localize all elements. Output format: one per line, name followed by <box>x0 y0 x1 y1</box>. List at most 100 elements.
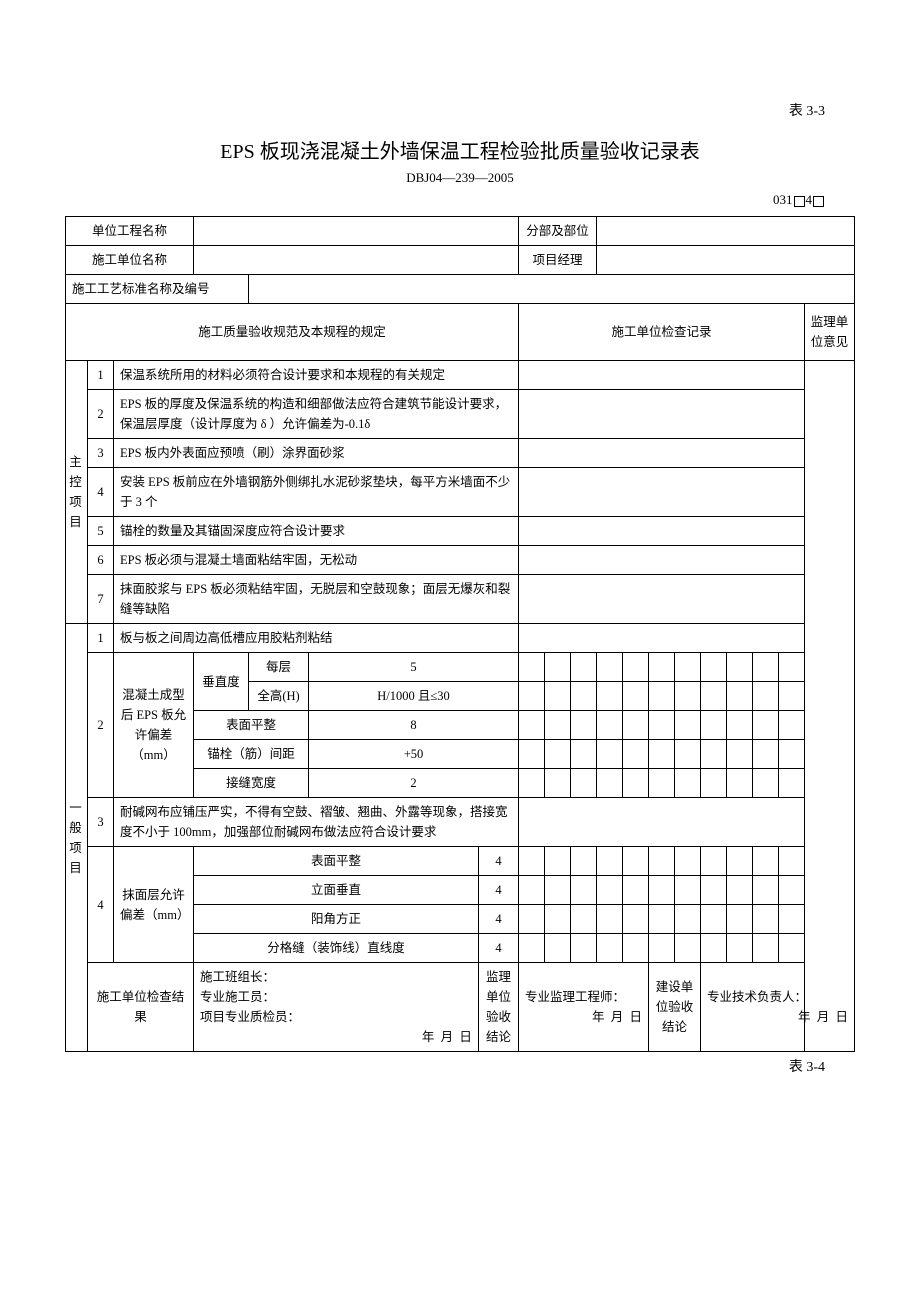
gen4-r3-val: 4 <box>478 934 518 963</box>
gen2-r3c3 <box>571 711 597 740</box>
gen4-r1c7 <box>675 876 701 905</box>
mc-rec-6 <box>519 546 805 575</box>
gen2-r1c7 <box>675 653 701 682</box>
document-code: 0314 <box>65 192 855 208</box>
gen4-r2c4 <box>597 905 623 934</box>
gen4-r1c4 <box>597 876 623 905</box>
mc-rec-7 <box>519 575 805 624</box>
gen2-r5c1 <box>519 769 545 798</box>
footer-supervision-signatures: 专业监理工程师： 年 月 日 <box>519 963 649 1052</box>
gen4-r1c3 <box>571 876 597 905</box>
footer-construction-signatures: 施工班组长： 专业施工员： 项目专业质检员： 年 月 日 <box>194 963 479 1052</box>
footer-date-1: 年 月 日 <box>200 1027 472 1047</box>
mc-rec-5 <box>519 517 805 546</box>
gen2-r2c9 <box>727 682 753 711</box>
mc-num-6: 6 <box>88 546 114 575</box>
process-standard-label: 施工工艺标准名称及编号 <box>66 275 249 304</box>
supervisor-opinion-cell <box>805 361 855 1052</box>
gen2-r5c6 <box>649 769 675 798</box>
gen4-r3c3 <box>571 934 597 963</box>
gen2-r1c11 <box>779 653 805 682</box>
mc-num-2: 2 <box>88 390 114 439</box>
gen2-verticality-label: 垂直度 <box>194 653 249 711</box>
gen2-r5c8 <box>701 769 727 798</box>
mc-num-7: 7 <box>88 575 114 624</box>
gen2-r1c3 <box>571 653 597 682</box>
gen-text-3: 耐碱网布应铺压严实，不得有空鼓、褶皱、翘曲、外露等现象，搭接宽度不小于 100m… <box>114 798 519 847</box>
gen2-joint-width-label: 接缝宽度 <box>194 769 309 798</box>
gen4-r1c10 <box>753 876 779 905</box>
page-subtitle: DBJ04—239—2005 <box>65 170 855 186</box>
gen4-r2c5 <box>623 905 649 934</box>
gen4-r2c7 <box>675 905 701 934</box>
code-box-1 <box>794 196 805 207</box>
gen4-r3c5 <box>623 934 649 963</box>
gen4-r3c8 <box>701 934 727 963</box>
mc-rec-4 <box>519 468 805 517</box>
gen2-full-height-label: 全高(H) <box>249 682 309 711</box>
gen2-r1c8 <box>701 653 727 682</box>
gen2-r2c10 <box>753 682 779 711</box>
gen4-r1c1 <box>519 876 545 905</box>
gen2-r4c5 <box>623 740 649 769</box>
construction-unit-label: 施工单位名称 <box>66 246 194 275</box>
gen4-r1c2 <box>545 876 571 905</box>
gen2-r3c8 <box>701 711 727 740</box>
section-position-value <box>597 217 855 246</box>
gen2-r3c7 <box>675 711 701 740</box>
gen4-r3c9 <box>727 934 753 963</box>
footer-construction-accept: 建设单位验收结论 <box>649 963 701 1052</box>
mc-text-6: EPS 板必须与混凝土墙面粘结牢固，无松动 <box>114 546 519 575</box>
gen2-r4c9 <box>727 740 753 769</box>
gen4-r2c2 <box>545 905 571 934</box>
gen2-r2c4 <box>597 682 623 711</box>
inspection-table: 单位工程名称 分部及部位 施工单位名称 项目经理 施工工艺标准名称及编号 施工质… <box>65 216 855 1052</box>
gen-text-1: 板与板之间周边高低槽应用胶粘剂粘结 <box>114 624 519 653</box>
gen2-r2c11 <box>779 682 805 711</box>
footer-accept-signatures: 专业技术负责人： 年 月 日 <box>701 963 855 1052</box>
project-manager-value <box>597 246 855 275</box>
gen2-r5c3 <box>571 769 597 798</box>
gen4-r0c10 <box>753 847 779 876</box>
gen2-r5c11 <box>779 769 805 798</box>
section-position-label: 分部及部位 <box>519 217 597 246</box>
gen4-r0c3 <box>571 847 597 876</box>
gen2-r2c5 <box>623 682 649 711</box>
mc-text-5: 锚栓的数量及其锚固深度应符合设计要求 <box>114 517 519 546</box>
unit-project-name-value <box>194 217 519 246</box>
pro-supervisor-label: 专业监理工程师： <box>525 987 642 1007</box>
mc-text-3: EPS 板内外表面应预喷（刷）涂界面砂浆 <box>114 439 519 468</box>
gen4-r1c6 <box>649 876 675 905</box>
unit-project-name-label: 单位工程名称 <box>66 217 194 246</box>
gen-num-3: 3 <box>88 798 114 847</box>
gen2-r1c9 <box>727 653 753 682</box>
gen4-r2c9 <box>727 905 753 934</box>
gen2-r5c9 <box>727 769 753 798</box>
gen4-r0c9 <box>727 847 753 876</box>
gen4-r2c3 <box>571 905 597 934</box>
gen2-r5c4 <box>597 769 623 798</box>
gen4-r0c11 <box>779 847 805 876</box>
gen2-r4c6 <box>649 740 675 769</box>
gen-num-4: 4 <box>88 847 114 963</box>
gen4-r3c6 <box>649 934 675 963</box>
mc-rec-3 <box>519 439 805 468</box>
gen4-r0c4 <box>597 847 623 876</box>
gen2-anchor-spacing-label: 锚栓（筋）间距 <box>194 740 309 769</box>
gen2-r5c2 <box>545 769 571 798</box>
gen2-r3c5 <box>623 711 649 740</box>
gen-num-1: 1 <box>88 624 114 653</box>
gen4-r1c11 <box>779 876 805 905</box>
gen2-r3c11 <box>779 711 805 740</box>
gen4-r3c4 <box>597 934 623 963</box>
pro-tech-label: 专业技术负责人： <box>707 987 848 1007</box>
gen2-r2c1 <box>519 682 545 711</box>
footer-date-3: 年 月 日 <box>707 1007 848 1027</box>
check-record-header: 施工单位检查记录 <box>519 304 805 361</box>
gen4-r1-label: 立面垂直 <box>194 876 479 905</box>
gen-rec-1 <box>519 624 805 653</box>
gen2-r1c10 <box>753 653 779 682</box>
gen4-r2c10 <box>753 905 779 934</box>
gen2-r4c11 <box>779 740 805 769</box>
gen4-r1c8 <box>701 876 727 905</box>
